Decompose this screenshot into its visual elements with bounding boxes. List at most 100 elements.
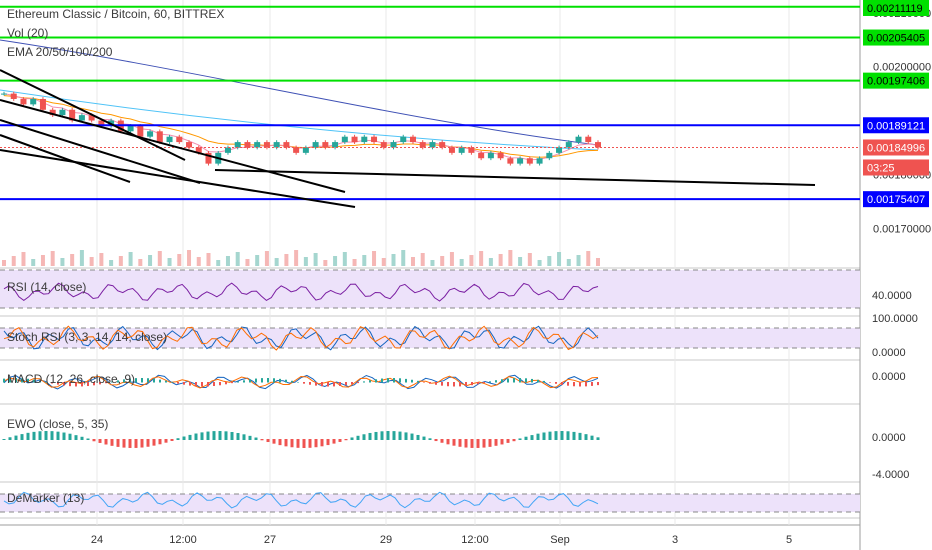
ewo-bar bbox=[254, 437, 258, 440]
time-axis-label: 12:00 bbox=[461, 534, 489, 546]
ewo-bar bbox=[110, 439, 114, 446]
ewo-bar bbox=[86, 438, 90, 440]
price-label-box bbox=[863, 0, 929, 16]
ewo-bar bbox=[278, 439, 282, 446]
ewo-axis-label: -4.0000 bbox=[872, 469, 909, 481]
macd-hist-bar bbox=[543, 380, 545, 383]
price-label-box bbox=[863, 72, 929, 89]
ewo-bar bbox=[446, 439, 450, 445]
ewo-bar bbox=[314, 439, 318, 448]
candle bbox=[127, 125, 134, 132]
ewo-bar bbox=[272, 439, 276, 444]
volume-bar bbox=[99, 253, 104, 266]
macd-hist-bar bbox=[171, 381, 173, 383]
macd-hist-bar bbox=[393, 378, 395, 383]
candle bbox=[478, 152, 485, 159]
candle bbox=[78, 115, 85, 121]
macd-hist-bar bbox=[81, 382, 83, 387]
volume-bar bbox=[235, 252, 240, 266]
macd-hist-bar bbox=[261, 378, 263, 383]
macd-hist-bar bbox=[201, 382, 203, 387]
macd-hist-bar bbox=[87, 382, 89, 387]
macd-hist-bar bbox=[453, 382, 455, 387]
macd-hist-bar bbox=[483, 382, 485, 384]
ewo-bar bbox=[38, 431, 42, 440]
volume-bar bbox=[79, 250, 84, 266]
candle bbox=[526, 158, 533, 164]
volume-bar bbox=[352, 259, 357, 266]
ewo-bar bbox=[128, 439, 132, 448]
volume-bar bbox=[557, 252, 562, 266]
candle bbox=[166, 136, 173, 143]
ewo-bar bbox=[170, 439, 174, 441]
volume-bar bbox=[89, 257, 94, 266]
macd-hist-bar bbox=[555, 382, 557, 384]
volume-bar bbox=[537, 260, 542, 266]
candle bbox=[30, 98, 37, 105]
macd-hist-bar bbox=[195, 382, 197, 387]
candle bbox=[371, 136, 378, 143]
macd-hist-bar bbox=[381, 378, 383, 383]
candle bbox=[419, 142, 426, 148]
macd-hist-bar bbox=[513, 378, 515, 383]
macd-hist-bar bbox=[165, 380, 167, 383]
macd-hist-bar bbox=[405, 378, 407, 383]
trend-line bbox=[0, 134, 131, 183]
volume-bar bbox=[342, 252, 347, 266]
macd-hist-bar bbox=[303, 382, 305, 384]
price-label-box bbox=[863, 29, 929, 46]
time-axis-label: 29 bbox=[380, 534, 392, 546]
candle bbox=[400, 136, 407, 143]
ewo-bar bbox=[224, 431, 228, 440]
ewo-bar bbox=[488, 439, 492, 447]
volume-bar bbox=[401, 250, 406, 266]
macd-hist-bar bbox=[27, 378, 29, 383]
ewo-bar bbox=[422, 436, 426, 440]
candle bbox=[156, 131, 163, 143]
macd-hist-bar bbox=[93, 382, 95, 386]
volume-bar bbox=[284, 254, 289, 266]
ewo-bar bbox=[566, 431, 570, 440]
candle bbox=[69, 109, 76, 121]
ewo-bar bbox=[350, 437, 354, 440]
ewo-bar bbox=[386, 431, 390, 440]
volume-bar bbox=[488, 258, 493, 266]
macd-hist-bar bbox=[369, 380, 371, 383]
volume-bar bbox=[527, 253, 532, 266]
ewo-bar bbox=[164, 439, 168, 443]
volume-bar bbox=[216, 260, 221, 266]
macd-hist-bar bbox=[315, 382, 317, 386]
volume-bar bbox=[440, 256, 445, 266]
ewo-bar bbox=[434, 439, 438, 442]
candle bbox=[351, 136, 358, 143]
candle bbox=[409, 136, 416, 143]
macd-hist-bar bbox=[429, 382, 431, 384]
time-axis-label: 24 bbox=[91, 534, 103, 546]
macd-hist-bar bbox=[129, 378, 131, 383]
price-label-text: 0.00184996 bbox=[867, 142, 925, 154]
ewo-bar bbox=[236, 433, 240, 440]
candle bbox=[283, 142, 290, 148]
chart-title: Ethereum Classic / Bitcoin, 60, BITTREX bbox=[7, 7, 225, 21]
ewo-bar bbox=[80, 436, 84, 440]
volume-bar bbox=[187, 250, 192, 266]
ewo-bar bbox=[206, 431, 210, 440]
macd-hist-bar bbox=[33, 379, 35, 383]
macd-hist-bar bbox=[423, 382, 425, 383]
candle bbox=[49, 109, 56, 116]
candle bbox=[254, 142, 261, 148]
volume-bar bbox=[225, 256, 230, 266]
trend-line bbox=[214, 169, 816, 186]
macd-hist-bar bbox=[435, 382, 437, 385]
ewo-bar bbox=[92, 439, 96, 442]
macd-hist-bar bbox=[9, 378, 11, 383]
ewo-bar bbox=[506, 439, 510, 443]
ewo-bar bbox=[326, 439, 330, 446]
macd-axis-label: 0.0000 bbox=[872, 371, 906, 383]
macd-hist-bar bbox=[225, 382, 227, 385]
macd-hist-bar bbox=[327, 382, 329, 387]
ewo-bar bbox=[572, 431, 576, 440]
ewo-bar bbox=[218, 431, 222, 440]
ewo-bar bbox=[134, 439, 138, 448]
